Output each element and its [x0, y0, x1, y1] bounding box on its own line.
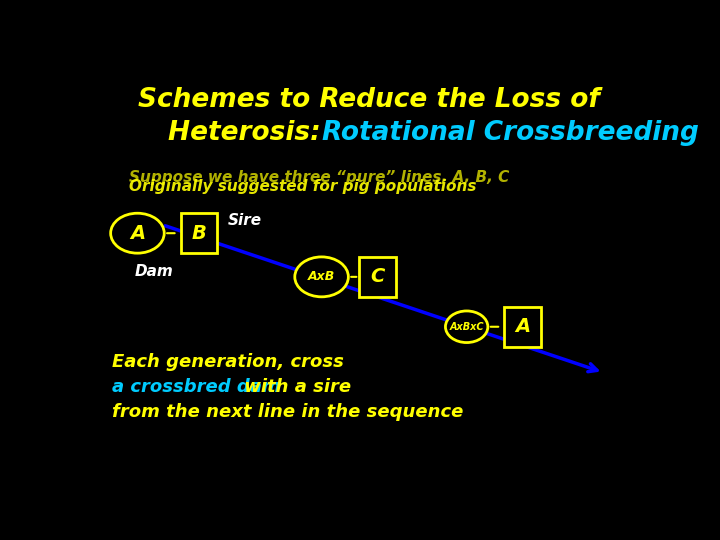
Text: C: C: [370, 267, 384, 286]
Circle shape: [111, 213, 164, 253]
Text: A: A: [515, 318, 530, 336]
Text: a crossbred dam: a crossbred dam: [112, 378, 281, 396]
Text: Schemes to Reduce the Loss of: Schemes to Reduce the Loss of: [138, 87, 600, 113]
Text: from the next line in the sequence: from the next line in the sequence: [112, 403, 464, 421]
Text: Dam: Dam: [135, 265, 174, 279]
FancyBboxPatch shape: [359, 257, 395, 296]
Text: Sire: Sire: [228, 213, 262, 228]
Text: AxBxC: AxBxC: [449, 322, 484, 332]
Text: Each generation, cross: Each generation, cross: [112, 353, 344, 371]
FancyBboxPatch shape: [504, 307, 541, 347]
Text: Originally suggested for pig populations: Originally suggested for pig populations: [129, 179, 477, 194]
Text: with a sire: with a sire: [238, 378, 351, 396]
Text: Suppose we have three “pure” lines, A, B, C: Suppose we have three “pure” lines, A, B…: [129, 170, 510, 185]
Text: Heterosis:: Heterosis:: [168, 120, 339, 146]
Circle shape: [446, 311, 488, 342]
Text: A: A: [130, 224, 145, 242]
Text: AxB: AxB: [308, 271, 336, 284]
Circle shape: [294, 257, 348, 297]
Text: Rotational Crossbreeding: Rotational Crossbreeding: [322, 120, 698, 146]
Text: B: B: [192, 224, 206, 242]
FancyBboxPatch shape: [181, 213, 217, 253]
